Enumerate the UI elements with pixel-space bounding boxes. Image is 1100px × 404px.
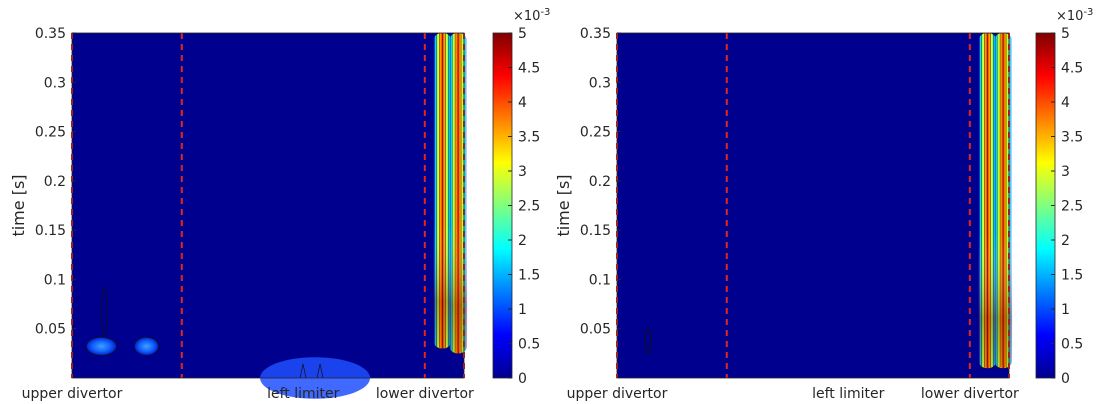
contour-line — [1002, 33, 1005, 369]
colorbar-tick-label: 2.5 — [1061, 199, 1083, 215]
contour-line — [983, 33, 985, 369]
lower-divertor-strike-2 — [994, 33, 1013, 369]
x-tick-label: lower divertor — [376, 386, 474, 402]
contour-line — [1005, 33, 1008, 369]
y-axis-title: time [s] — [9, 174, 28, 236]
lower-divertor-strike-2 — [449, 33, 468, 354]
contour-line — [445, 33, 447, 349]
colorbar-tick-label: 0 — [1061, 371, 1070, 387]
colorbar-tick-label: 3 — [518, 164, 527, 180]
y-tick-label: 0.25 — [35, 125, 66, 141]
axes-box — [616, 32, 1010, 379]
colorbar-tick-label: 4 — [518, 95, 527, 111]
colorbar-multiplier-base: ×10 — [1056, 9, 1083, 24]
lower-divertor-strike-1 — [433, 33, 452, 349]
colorbar-tick-label: 2.5 — [518, 199, 540, 215]
colorbar-tick-label: 4 — [1061, 95, 1070, 111]
colorbar-tick-label: 2 — [1061, 233, 1070, 249]
colorbar-tick-label: 4.5 — [1061, 61, 1083, 77]
colorbar-tick-label: 5 — [518, 26, 527, 42]
contour-line — [435, 33, 437, 349]
panel-left: 0.35 0.3 0.25 0.2 0.15 0.1 0.05 upper divertor l… — [9, 7, 550, 402]
plot-background — [72, 33, 464, 378]
y-axis-title: time [s] — [554, 174, 573, 236]
contour-line — [999, 33, 1001, 369]
colorbar-tick-label: 3 — [1061, 164, 1070, 180]
colorbar-multiplier-exponent: -3 — [540, 7, 550, 18]
y-tick-label: 0.1 — [44, 272, 66, 288]
plot-background — [617, 33, 1009, 378]
upper-divertor-contour — [644, 328, 652, 354]
contour-line — [980, 33, 982, 369]
contour-line — [454, 33, 456, 354]
x-tick-label: left limiter — [812, 386, 885, 402]
upper-divertor-blob-1 — [86, 336, 117, 356]
panel-right: 0.35 0.3 0.25 0.2 0.15 0.1 0.05 upper divertor l… — [554, 7, 1093, 402]
y-tick-label: 0.2 — [589, 174, 611, 190]
colorbar-tick-label: 5 — [1061, 26, 1070, 42]
colorbar-tick-label: 1.5 — [518, 268, 540, 284]
contour-line — [987, 33, 989, 369]
colorbar-tick-label: 1.5 — [1061, 268, 1083, 284]
y-tick-label: 0.15 — [580, 223, 611, 239]
y-tick-label: 0.35 — [580, 26, 611, 42]
contour-line — [993, 33, 995, 369]
colorbar-multiplier: ×10-3 — [513, 7, 550, 24]
colorbar-tick-label: 4.5 — [518, 61, 540, 77]
y-tick-label: 0.1 — [589, 272, 611, 288]
contour-line — [457, 33, 460, 354]
colorbar-tick-label: 3.5 — [518, 130, 540, 146]
colorbar-multiplier-exponent: -3 — [1083, 7, 1093, 18]
y-tick-label: 0.3 — [589, 75, 611, 91]
x-tick-label: left limiter — [267, 386, 340, 402]
colorbar-tick-label: 0.5 — [518, 337, 540, 353]
lower-divertor-strike-1 — [978, 33, 997, 369]
upper-divertor-blob-2 — [134, 336, 159, 356]
y-tick-label: 0.35 — [35, 26, 66, 42]
colorbar-multiplier: ×10-3 — [1056, 7, 1093, 24]
colorbar-tick-label: 3.5 — [1061, 130, 1083, 146]
colorbar-tick-label: 0.5 — [1061, 337, 1083, 353]
y-tick-label: 0.3 — [44, 75, 66, 91]
axes-box — [71, 32, 465, 379]
x-tick-label: upper divertor — [567, 386, 668, 402]
contour-line — [442, 33, 444, 349]
colorbar-multiplier-base: ×10 — [513, 9, 540, 24]
contour-line — [996, 33, 998, 369]
limiter-contour — [299, 363, 324, 379]
colorbar-tick-label: 0 — [518, 371, 527, 387]
y-tick-label: 0.05 — [35, 322, 66, 338]
x-tick-label: lower divertor — [921, 386, 1019, 402]
contour-line — [451, 33, 453, 354]
colorbar-tick-label: 1 — [1061, 302, 1070, 318]
colorbar: 5 4.5 4 3.5 3 2.5 2 1.5 1 0.5 0 ×10-3 — [1035, 7, 1093, 387]
x-tick-label: upper divertor — [22, 386, 123, 402]
contour-line — [990, 33, 992, 369]
contour-line — [438, 33, 440, 349]
y-tick-label: 0.25 — [580, 125, 611, 141]
contour-line — [448, 33, 450, 349]
contour-line — [460, 33, 463, 354]
colorbar-tick-label: 2 — [518, 233, 527, 249]
colorbar: 5 4.5 4 3.5 3 2.5 2 1.5 1 0.5 0 ×10-3 — [492, 7, 550, 387]
y-tick-label: 0.15 — [35, 223, 66, 239]
y-tick-label: 0.05 — [580, 322, 611, 338]
upper-divertor-contour — [101, 286, 108, 337]
colorbar-tick-label: 1 — [518, 302, 527, 318]
y-tick-label: 0.2 — [44, 174, 66, 190]
